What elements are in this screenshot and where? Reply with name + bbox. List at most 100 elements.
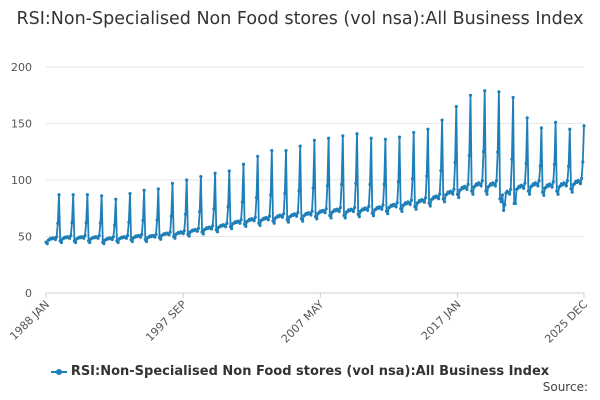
data-point: [69, 234, 73, 238]
data-point: [380, 207, 384, 211]
data-point: [556, 192, 560, 196]
legend-swatch-icon: [50, 367, 67, 377]
x-tick-label: 2017 JAN: [419, 298, 464, 343]
data-point: [483, 89, 487, 93]
data-point: [581, 160, 585, 164]
x-tick-label: 1997 SEP: [143, 298, 189, 344]
data-point: [269, 193, 273, 197]
data-point: [437, 197, 441, 201]
data-point: [126, 234, 130, 238]
data-point: [340, 182, 344, 186]
data-point: [116, 240, 120, 245]
data-point: [127, 220, 131, 224]
data-point: [169, 214, 173, 218]
data-point: [98, 221, 102, 225]
data-point: [424, 196, 428, 200]
data-point: [196, 226, 201, 230]
data-point: [397, 135, 402, 139]
data-point: [356, 212, 360, 216]
data-point: [240, 200, 244, 204]
data-point: [422, 200, 426, 204]
data-point: [213, 171, 217, 175]
data-point: [427, 201, 431, 205]
data-point: [467, 153, 471, 158]
data-point: [168, 230, 172, 234]
data-point: [315, 217, 319, 221]
data-point: [536, 184, 540, 188]
data-point: [471, 192, 475, 196]
data-point: [414, 207, 418, 211]
data-point: [399, 207, 403, 211]
data-point: [342, 213, 346, 218]
data-point: [298, 144, 302, 148]
data-point: [569, 187, 573, 191]
data-point: [111, 235, 115, 239]
data-point: [211, 224, 215, 228]
data-point: [370, 211, 374, 215]
data-point: [173, 236, 177, 240]
data-point: [578, 182, 583, 186]
data-point: [53, 237, 58, 242]
data-point: [466, 182, 470, 186]
data-point: [113, 223, 117, 227]
data-point: [312, 138, 316, 142]
data-point: [266, 218, 270, 222]
data-point: [400, 209, 404, 213]
data-point: [502, 208, 506, 212]
data-point: [394, 205, 398, 209]
data-point: [286, 220, 290, 224]
data-point: [280, 215, 285, 219]
data-point: [481, 150, 486, 154]
data-point: [440, 118, 444, 122]
data-point: [227, 169, 231, 173]
data-point: [325, 184, 329, 188]
data-point: [493, 184, 497, 188]
data-point: [71, 193, 75, 197]
data-point: [282, 212, 286, 216]
data-point: [209, 227, 214, 231]
data-point: [283, 191, 287, 195]
data-point: [386, 212, 390, 216]
data-point: [396, 180, 400, 184]
data-point: [496, 150, 500, 154]
data-point: [537, 179, 541, 183]
data-point: [338, 206, 342, 210]
data-point: [452, 187, 456, 191]
data-point: [59, 240, 64, 245]
data-point: [454, 105, 458, 109]
data-point: [182, 229, 186, 233]
data-point: [327, 136, 331, 140]
data-point: [241, 162, 246, 166]
data-point: [353, 206, 357, 210]
data-point: [366, 208, 370, 212]
data-point: [85, 193, 89, 197]
data-point: [381, 203, 385, 207]
data-point: [181, 232, 185, 236]
source-label[interactable]: Source:: [542, 380, 588, 394]
data-point: [507, 192, 512, 196]
legend[interactable]: RSI:Non-Specialised Non Food stores (vol…: [0, 364, 600, 379]
data-point: [479, 184, 483, 188]
data-point: [500, 193, 504, 197]
data-point: [498, 197, 502, 201]
data-point: [267, 214, 272, 218]
data-point: [439, 169, 443, 173]
data-point: [100, 194, 104, 198]
data-point: [154, 232, 158, 236]
data-point: [128, 192, 132, 196]
data-point: [230, 227, 234, 231]
data-point: [82, 236, 86, 240]
y-axis: 0 50 100 150 200: [11, 61, 32, 300]
data-point: [183, 212, 188, 216]
data-point: [224, 225, 228, 229]
data-point: [451, 192, 455, 196]
x-tick-label: 2025 DEC: [542, 298, 590, 346]
data-point: [144, 239, 149, 244]
data-point: [503, 203, 507, 207]
data-point: [97, 234, 101, 238]
data-point: [470, 189, 474, 193]
data-point: [564, 184, 568, 188]
data-point: [187, 234, 191, 238]
data-point: [199, 175, 203, 179]
